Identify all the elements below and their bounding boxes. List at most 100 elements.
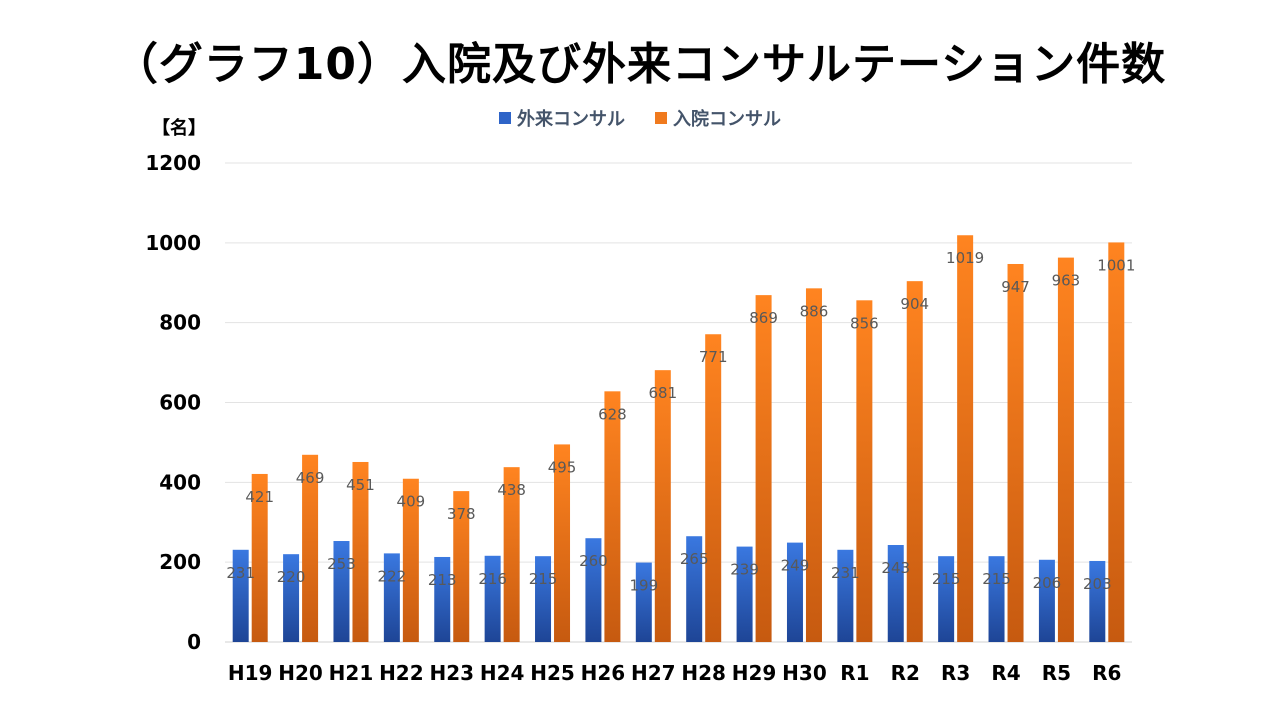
- x-tick-label: H25: [530, 661, 575, 685]
- y-tick-label: 600: [159, 391, 201, 415]
- x-tick-label: R6: [1092, 661, 1121, 685]
- x-tick-label: H24: [480, 661, 525, 685]
- x-tick-label: R4: [991, 661, 1020, 685]
- bar-inpatient: [1108, 242, 1125, 642]
- data-label-outpatient: 231: [831, 564, 860, 582]
- bar-inpatient: [554, 444, 571, 642]
- y-tick-label: 1200: [145, 151, 201, 175]
- data-label-outpatient: 199: [629, 577, 658, 595]
- bar-outpatient: [736, 546, 753, 642]
- bar-inpatient: [503, 467, 520, 642]
- bar-inpatient: [402, 478, 419, 642]
- bar-inpatient: [654, 370, 671, 642]
- data-label-inpatient: 628: [598, 405, 627, 423]
- bar-inpatient: [251, 473, 268, 642]
- bars: [232, 235, 1125, 643]
- bar-inpatient: [604, 391, 621, 642]
- x-tick-label: H26: [581, 661, 626, 685]
- x-tick-label: R2: [891, 661, 920, 685]
- legend-swatch-inpatient: [655, 112, 667, 124]
- data-label-inpatient: 681: [648, 384, 677, 402]
- x-tick-label: H23: [429, 661, 474, 685]
- data-label-outpatient: 220: [277, 568, 306, 586]
- y-tick-label: 800: [159, 311, 201, 335]
- bar-outpatient: [938, 556, 955, 642]
- data-label-outpatient: 243: [881, 559, 910, 577]
- y-tick-label: 200: [159, 550, 201, 574]
- legend-item-inpatient: 入院コンサル: [655, 106, 781, 130]
- bar-outpatient: [434, 556, 451, 642]
- bar-outpatient: [1038, 559, 1055, 642]
- data-label-inpatient: 963: [1052, 272, 1081, 290]
- y-axis-unit-label: 【名】: [152, 118, 206, 139]
- x-tick-label: H27: [631, 661, 676, 685]
- bar-inpatient: [453, 491, 470, 642]
- bar-outpatient: [383, 553, 400, 642]
- bar-inpatient: [302, 454, 319, 642]
- bar-outpatient: [988, 556, 1005, 642]
- data-label-inpatient: 1019: [946, 249, 984, 267]
- data-label-outpatient: 222: [378, 567, 407, 585]
- data-label-inpatient: 438: [497, 481, 526, 499]
- bar-inpatient: [705, 334, 722, 642]
- data-label-outpatient: 249: [781, 557, 810, 575]
- data-label-outpatient: 239: [730, 561, 759, 579]
- data-label-outpatient: 215: [529, 570, 558, 588]
- data-label-outpatient: 231: [226, 564, 255, 582]
- data-label-inpatient: 1001: [1097, 256, 1135, 274]
- bar-outpatient: [887, 545, 904, 642]
- data-label-inpatient: 378: [447, 505, 476, 523]
- bar-outpatient: [786, 542, 803, 642]
- x-tick-label: R1: [840, 661, 869, 685]
- data-label-outpatient: 203: [1083, 575, 1112, 593]
- legend: 外来コンサル 入院コンサル: [0, 106, 1280, 130]
- data-label-inpatient: 771: [699, 348, 728, 366]
- x-tick-label: H29: [732, 661, 777, 685]
- x-tick-label: R5: [1042, 661, 1071, 685]
- bar-outpatient: [585, 538, 602, 642]
- bar-inpatient: [1007, 263, 1024, 642]
- x-tick-label: R3: [941, 661, 970, 685]
- x-tick-label: H21: [329, 661, 374, 685]
- bar-outpatient: [333, 541, 350, 642]
- data-label-outpatient: 265: [680, 550, 709, 568]
- x-tick-label: H19: [228, 661, 273, 685]
- legend-label-outpatient: 外来コンサル: [517, 109, 625, 130]
- data-label-inpatient: 495: [548, 458, 577, 476]
- x-tick-label: H28: [681, 661, 726, 685]
- bar-outpatient: [1089, 560, 1106, 642]
- bar-outpatient: [484, 555, 501, 642]
- data-label-outpatient: 215: [982, 570, 1011, 588]
- data-label-inpatient: 869: [749, 309, 778, 327]
- legend-item-outpatient: 外来コンサル: [499, 106, 625, 130]
- y-tick-label: 0: [187, 630, 201, 654]
- y-tick-label: 1000: [145, 231, 201, 255]
- data-label-outpatient: 216: [478, 570, 507, 588]
- bar-inpatient: [957, 235, 974, 643]
- bar-outpatient: [535, 556, 552, 642]
- bar-inpatient: [755, 295, 772, 642]
- chart-title: （グラフ10）入院及び外来コンサルテーション件数: [113, 39, 1167, 90]
- data-label-inpatient: 886: [800, 302, 829, 320]
- x-tick-label: H22: [379, 661, 424, 685]
- bar-inpatient: [906, 281, 923, 642]
- bar-outpatient: [635, 562, 652, 642]
- legend-swatch-outpatient: [499, 112, 511, 124]
- data-label-outpatient: 206: [1033, 574, 1062, 592]
- bar-inpatient: [856, 300, 873, 642]
- x-tick-label: H20: [278, 661, 323, 685]
- bar-inpatient: [805, 288, 822, 642]
- x-tick-label: H30: [782, 661, 827, 685]
- bar-outpatient: [837, 549, 854, 642]
- bar-inpatient: [352, 461, 369, 642]
- data-label-inpatient: 947: [1001, 278, 1030, 296]
- data-labels: 231 421 220 469 253 451 222 409 213 378 216 438 215 4…: [226, 249, 1135, 594]
- y-tick-label: 400: [159, 470, 201, 494]
- bar-inpatient: [1057, 257, 1074, 642]
- legend-label-inpatient: 入院コンサル: [673, 109, 781, 130]
- data-label-outpatient: 215: [932, 570, 961, 588]
- bar-outpatient: [283, 554, 300, 642]
- data-label-inpatient: 856: [850, 314, 879, 332]
